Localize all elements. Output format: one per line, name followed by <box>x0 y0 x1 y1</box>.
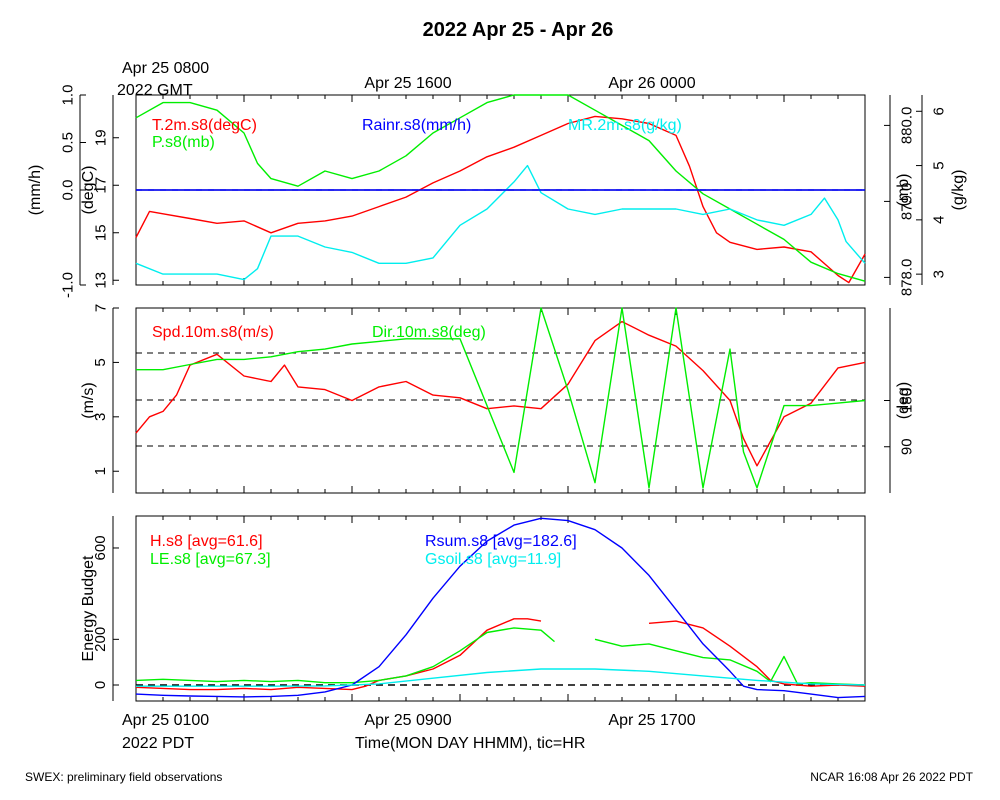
footer-right: NCAR 16:08 Apr 26 2022 PDT <box>810 770 973 784</box>
bottom-time-label-1b: 2022 PDT <box>122 735 194 752</box>
y-axis-label: (g/kg) <box>950 170 967 211</box>
series-line-red <box>135 320 866 467</box>
y-tick-label: 19 <box>92 129 109 146</box>
bottom-time-label-3: Apr 25 1700 <box>608 712 695 729</box>
y-axis-label: (degC) <box>80 166 97 215</box>
y-tick-label: 180 <box>899 388 916 413</box>
y-tick-label: 600 <box>92 535 109 560</box>
y-tick-label: 0.0 <box>59 180 76 201</box>
legend-entry: Dir.10m.s8(deg) <box>372 324 486 341</box>
series-line-cyan <box>136 668 866 687</box>
x-axis-title: Time(MON DAY HHMM), tic=HR <box>355 735 585 752</box>
y-tick-label: 879.0 <box>899 183 916 221</box>
series-line-red <box>135 115 866 284</box>
y-axis-label: (deg) <box>895 382 912 419</box>
y-tick-label: 13 <box>92 272 109 289</box>
top-time-label-1a: Apr 25 0800 <box>122 60 209 77</box>
series-line-green <box>135 627 866 686</box>
panel-wind: 1 3 5 7 (m/s) 90 180(deg) Spd.10m.s8(m/s) Dir.10… <box>80 304 916 494</box>
plot-frame <box>135 515 866 702</box>
y-tick-label: 5 <box>92 358 109 366</box>
y-tick-label: 200 <box>92 627 109 652</box>
bottom-time-label-1a: Apr 25 0100 <box>122 712 209 729</box>
legend-entry: MR.2m.s8(g/kg) <box>568 117 682 134</box>
y-tick-label: 4 <box>931 216 948 224</box>
y-tick-label: 3 <box>92 413 109 421</box>
y-tick-label: 1 <box>92 467 109 475</box>
series-line-green <box>135 94 866 282</box>
y-tick-label: 0 <box>92 681 109 689</box>
y-tick-label: 0.5 <box>59 132 76 153</box>
y-tick-label: 3 <box>931 270 948 278</box>
legend-entry: P.s8(mb) <box>152 134 215 151</box>
series-line-green <box>136 307 866 489</box>
y-tick-label: 7 <box>92 304 109 312</box>
y-tick-label: 6 <box>931 107 948 115</box>
y-tick-label: 5 <box>931 161 948 169</box>
y-axis-label: (mb) <box>895 174 912 207</box>
series-line-blue <box>135 517 866 699</box>
bottom-time-label-2: Apr 25 0900 <box>364 712 451 729</box>
legend-entry: H.s8 [avg=61.6] <box>150 533 263 550</box>
legend-entry: Rainr.s8(mm/h) <box>362 117 471 134</box>
top-time-label-1b: 2022 GMT <box>117 82 193 99</box>
y-tick-label: 17 <box>92 177 109 194</box>
footer-left: SWEX: preliminary field observations <box>25 770 222 784</box>
y-tick-label: -1.0 <box>59 272 76 298</box>
legend-entry: LE.s8 [avg=67.3] <box>150 551 271 568</box>
series-line-red <box>135 618 866 691</box>
legend-entry: Rsum.s8 [avg=182.6] <box>425 533 577 550</box>
y-tick-label: 880.0 <box>899 107 916 145</box>
legend-entry: T.2m.s8(degC) <box>152 117 257 134</box>
y-tick-label: 878.0 <box>899 259 916 297</box>
series-line-cyan <box>135 164 866 281</box>
figure-title: 2022 Apr 25 - Apr 26 <box>423 19 614 41</box>
y-axis-label: (m/s) <box>80 382 97 418</box>
top-time-label-2: Apr 25 1600 <box>364 75 451 92</box>
legend-entry: Gsoil.s8 [avg=11.9] <box>425 551 561 568</box>
y-tick-label: 90 <box>899 438 916 455</box>
legend-entry: Spd.10m.s8(m/s) <box>152 324 274 341</box>
y-tick-label: 1.0 <box>59 85 76 106</box>
y-axis-label: Energy Budget <box>80 555 97 661</box>
panel-top: -1.0 0.0 0.5 1.0 (mm/h) 13 15 17 19 (degC) 878.0 87… <box>27 85 967 298</box>
top-time-label-3: Apr 26 0000 <box>608 75 695 92</box>
y-tick-label: 15 <box>92 224 109 241</box>
y-axis-label: (mm/h) <box>27 165 44 216</box>
